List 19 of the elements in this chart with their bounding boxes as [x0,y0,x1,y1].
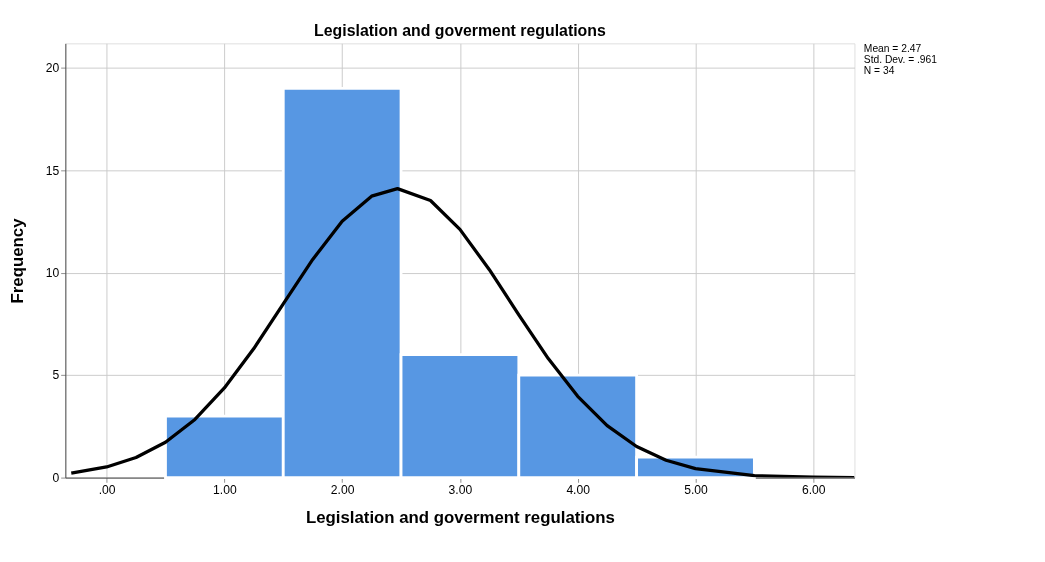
y-tick-label: 20 [45,61,60,76]
x-axis-title: Legislation and goverment regulations [305,507,615,527]
y-tick-label: 10 [45,265,60,280]
chart-title: Legislation and goverment regulations [314,21,606,39]
x-tick-label: 6.00 [801,482,826,497]
x-tick-label: 1.00 [213,482,237,497]
text: Mean = 2.47 [863,42,922,54]
y-tick-label: 0 [52,470,60,485]
x-tick-label: 5.00 [684,482,709,497]
y-axis-title: Frequency [8,217,28,304]
x-tick-label: 2.00 [330,482,355,497]
line-series [69,186,855,478]
x-tick-label: 3.00 [448,482,473,497]
x-tick-label: 4.00 [566,482,591,497]
text: Std. Dev. = .961 [863,53,938,65]
y-tick-label: 15 [45,163,60,178]
text: N = 34 [863,65,895,77]
x-tick-label: .00 [98,482,116,497]
y-tick-label: 5 [52,368,60,383]
